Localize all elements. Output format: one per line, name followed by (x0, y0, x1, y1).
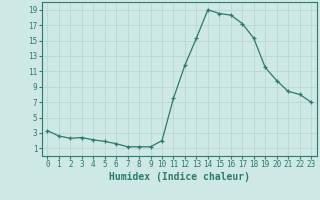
X-axis label: Humidex (Indice chaleur): Humidex (Indice chaleur) (109, 172, 250, 182)
